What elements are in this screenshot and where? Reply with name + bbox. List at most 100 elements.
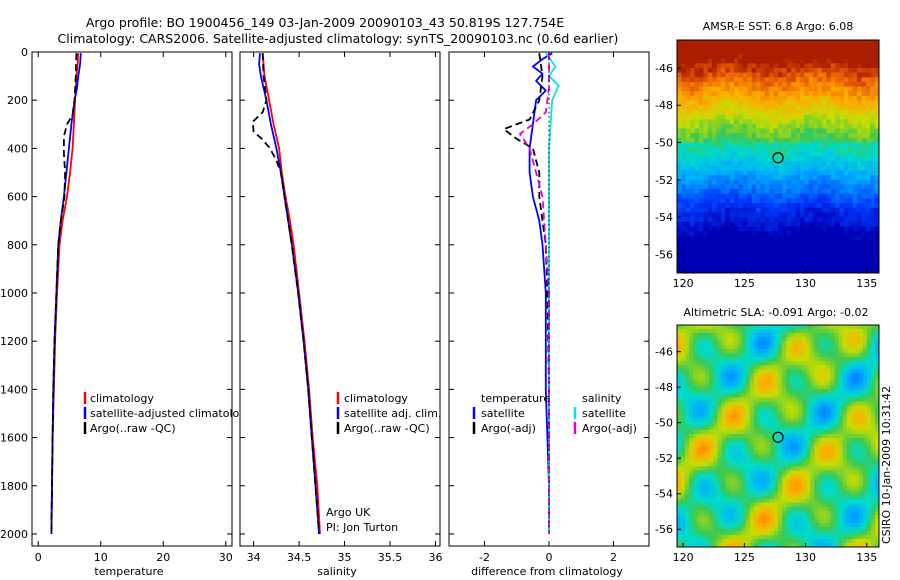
sla-map-cell bbox=[689, 365, 694, 370]
sla-map-cell bbox=[705, 526, 710, 532]
sla-map-cell bbox=[681, 361, 686, 366]
sst-map-cell bbox=[751, 151, 757, 158]
sst-map-cell bbox=[778, 40, 783, 46]
sst-map-cell bbox=[760, 123, 766, 130]
sst-map-cell bbox=[835, 221, 841, 227]
sla-map-cell bbox=[757, 409, 763, 415]
sst-map-cell bbox=[808, 175, 814, 181]
sla-map-cell bbox=[782, 425, 787, 431]
sla-map-cell bbox=[862, 417, 868, 423]
sst-map-cell bbox=[870, 95, 876, 102]
sla-map-cell bbox=[834, 482, 840, 488]
sla-map-cell bbox=[745, 381, 751, 387]
sst-map-cell bbox=[690, 119, 696, 125]
sst-map-cell bbox=[835, 235, 841, 241]
sla-map-cell bbox=[769, 365, 775, 370]
sla-map-cell bbox=[705, 458, 710, 463]
sla-map-cell bbox=[842, 377, 848, 383]
sla-map-cell bbox=[685, 466, 690, 471]
map-ytick-label: -54 bbox=[655, 211, 673, 224]
sst-map-cell bbox=[690, 95, 696, 102]
sla-map-cell bbox=[782, 454, 787, 459]
sst-map-cell bbox=[690, 212, 696, 218]
sla-map-cell bbox=[713, 357, 718, 362]
sst-map-cell bbox=[769, 231, 775, 237]
sst-map-cell bbox=[821, 137, 827, 144]
sla-map-cell bbox=[717, 349, 723, 354]
sla-map-cell bbox=[874, 506, 879, 512]
sst-map-cell bbox=[760, 147, 766, 153]
sst-map-cell bbox=[791, 193, 797, 200]
sla-map-cell bbox=[721, 506, 727, 512]
sla-map-cell bbox=[697, 413, 702, 419]
sla-map-cell bbox=[681, 506, 686, 512]
sla-map-cell bbox=[697, 349, 702, 354]
sst-map-cell bbox=[751, 231, 757, 237]
sst-map-cell bbox=[830, 142, 836, 148]
sla-map-cell bbox=[769, 341, 775, 346]
sla-map-cell bbox=[786, 522, 791, 528]
sla-map-cell bbox=[689, 405, 694, 411]
sla-map-cell bbox=[806, 413, 811, 419]
sla-map-cell bbox=[866, 333, 872, 338]
sst-map-cell bbox=[725, 67, 731, 74]
sst-map-cell bbox=[773, 249, 779, 255]
sst-map-cell bbox=[861, 259, 867, 265]
sst-map-cell bbox=[795, 53, 801, 60]
sst-map-cell bbox=[725, 77, 731, 83]
sla-map-cell bbox=[798, 361, 803, 366]
sst-map-cell bbox=[677, 235, 682, 241]
sst-map-cell bbox=[817, 254, 823, 260]
sst-map-cell bbox=[821, 259, 827, 265]
sst-map-cell bbox=[725, 81, 731, 88]
sst-map-cell bbox=[782, 72, 788, 78]
sla-map-cell bbox=[822, 421, 828, 427]
sst-map-cell bbox=[747, 231, 753, 237]
sst-map-cell bbox=[703, 268, 709, 273]
sst-map-cell bbox=[786, 100, 792, 106]
sst-map-cell bbox=[738, 259, 744, 265]
sst-map-cell bbox=[804, 217, 810, 223]
sst-map-cell bbox=[773, 81, 779, 88]
sst-map-cell bbox=[698, 207, 704, 214]
sla-map-cell bbox=[846, 333, 852, 338]
sst-map-cell bbox=[826, 114, 832, 120]
sla-map-cell bbox=[822, 466, 828, 471]
sla-map-cell bbox=[806, 325, 811, 330]
sst-map-cell bbox=[795, 161, 801, 167]
sla-map-cell bbox=[850, 401, 856, 407]
sla-map-cell bbox=[874, 409, 879, 415]
sst-map-cell bbox=[716, 259, 722, 265]
sla-map-cell bbox=[749, 466, 755, 471]
sst-map-cell bbox=[835, 109, 841, 116]
sla-map-cell bbox=[786, 518, 791, 524]
sla-map-cell bbox=[866, 413, 872, 419]
sla-map-cell bbox=[778, 393, 783, 399]
sla-map-cell bbox=[818, 478, 824, 484]
sla-map-cell bbox=[826, 341, 832, 346]
sst-map-cell bbox=[716, 207, 722, 214]
difference-xtick-label: 2 bbox=[610, 551, 617, 564]
sst-map-cell bbox=[707, 235, 713, 241]
sst-map-cell bbox=[839, 249, 845, 255]
sla-map-cell bbox=[858, 438, 864, 443]
sst-map-cell bbox=[778, 133, 783, 139]
sst-map-cell bbox=[817, 184, 823, 190]
sla-map-cell bbox=[858, 442, 864, 447]
sst-map-cell bbox=[839, 123, 845, 130]
sla-map-cell bbox=[850, 373, 856, 379]
sst-map-cell bbox=[694, 165, 700, 172]
sla-map-cell bbox=[717, 381, 723, 387]
sla-map-cell bbox=[761, 369, 767, 375]
sst-map-cell bbox=[870, 245, 876, 251]
sla-map-cell bbox=[725, 357, 731, 362]
sla-map-cell bbox=[677, 413, 682, 419]
sst-map-cell bbox=[769, 95, 775, 102]
sst-map-cell bbox=[690, 109, 696, 116]
sla-map-cell bbox=[854, 490, 860, 496]
sst-map-cell bbox=[681, 184, 687, 190]
sst-map-cell bbox=[839, 133, 845, 139]
sst-map-cell bbox=[707, 49, 713, 55]
sla-map-cell bbox=[717, 337, 723, 342]
sst-map-cell bbox=[681, 179, 687, 186]
